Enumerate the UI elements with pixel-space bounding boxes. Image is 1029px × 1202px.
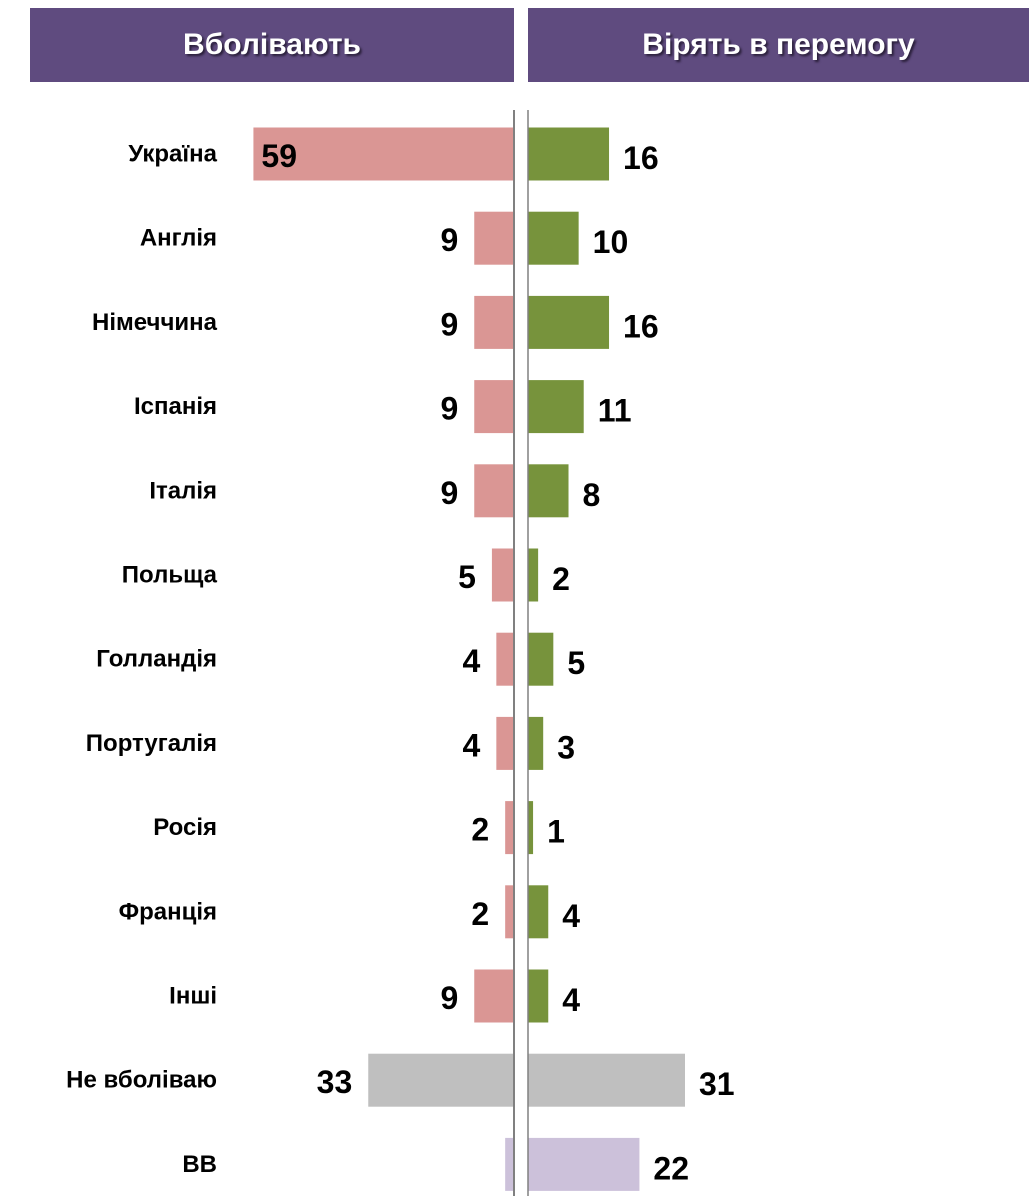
support-value-label: 9	[440, 391, 458, 427]
header-support: Вболівають	[30, 8, 514, 82]
believe-value-label: 31	[699, 1066, 735, 1102]
category-label: Португалія	[86, 730, 217, 757]
support-value-label: 9	[440, 222, 458, 258]
believe-bar	[528, 464, 569, 518]
believe-bar	[528, 548, 539, 602]
believe-value-label: 22	[653, 1150, 689, 1186]
believe-value-label: 11	[598, 393, 632, 429]
category-label: ВВ	[182, 1151, 217, 1178]
support-bar	[474, 295, 514, 349]
believe-bar	[528, 969, 549, 1023]
support-bar	[474, 969, 514, 1023]
category-label: Росія	[153, 814, 217, 841]
believe-bar	[528, 295, 610, 349]
support-bar	[505, 801, 514, 855]
category-label: Франція	[119, 898, 217, 925]
support-bar	[474, 380, 514, 434]
believe-value-label: 8	[583, 477, 601, 513]
believe-bar	[528, 211, 579, 265]
believe-value-label: 2	[552, 561, 570, 597]
support-bar	[474, 464, 514, 518]
category-label: Англія	[140, 225, 217, 252]
category-label: Польща	[122, 562, 218, 589]
believe-bar	[528, 885, 549, 939]
believe-bar	[528, 716, 544, 770]
support-value-label: 5	[458, 559, 476, 595]
support-bar	[496, 716, 514, 770]
support-value-label: 33	[317, 1064, 353, 1100]
axes	[513, 110, 529, 1196]
support-value-label: 4	[463, 727, 481, 763]
header-believe-win: Вірять в перемогу	[528, 8, 1029, 82]
category-label: Голландія	[96, 646, 217, 673]
believe-bar	[528, 801, 534, 855]
category-label: Іспанія	[134, 393, 217, 420]
support-bar	[505, 1137, 514, 1191]
believe-value-label: 3	[557, 729, 575, 765]
category-label: Німеччина	[92, 309, 218, 336]
believe-bar	[528, 632, 554, 686]
support-bar	[253, 127, 514, 181]
believe-bar	[528, 1137, 640, 1191]
believe-value-label: 10	[593, 224, 629, 260]
believe-value-label: 4	[562, 982, 580, 1018]
believe-value-label: 16	[623, 140, 659, 176]
support-bar	[368, 1053, 514, 1107]
support-bar	[496, 632, 514, 686]
believe-value-label: 4	[562, 898, 580, 934]
support-bar	[474, 211, 514, 265]
support-value-label: 2	[471, 812, 489, 848]
believe-bars	[528, 127, 685, 1191]
category-label: Італія	[149, 477, 217, 504]
support-value-label: 2	[471, 896, 489, 932]
believe-value-label: 1	[547, 814, 565, 850]
support-bar	[491, 548, 514, 602]
believe-value-label: 16	[623, 308, 659, 344]
support-value-label: 4	[463, 643, 481, 679]
category-label: Україна	[128, 141, 217, 168]
category-label: Інші	[169, 983, 217, 1010]
support-bars	[253, 127, 514, 1191]
believe-bar	[528, 380, 584, 434]
support-value-label: 9	[440, 475, 458, 511]
support-value-label: 9	[440, 306, 458, 342]
believe-value-label: 5	[567, 645, 585, 681]
support-value-label: 59	[261, 138, 297, 174]
believe-bar	[528, 1053, 685, 1107]
category-label: Не вболіваю	[66, 1067, 217, 1094]
support-value-label: 9	[440, 980, 458, 1016]
believe-bar	[528, 127, 610, 181]
support-bar	[505, 885, 514, 939]
